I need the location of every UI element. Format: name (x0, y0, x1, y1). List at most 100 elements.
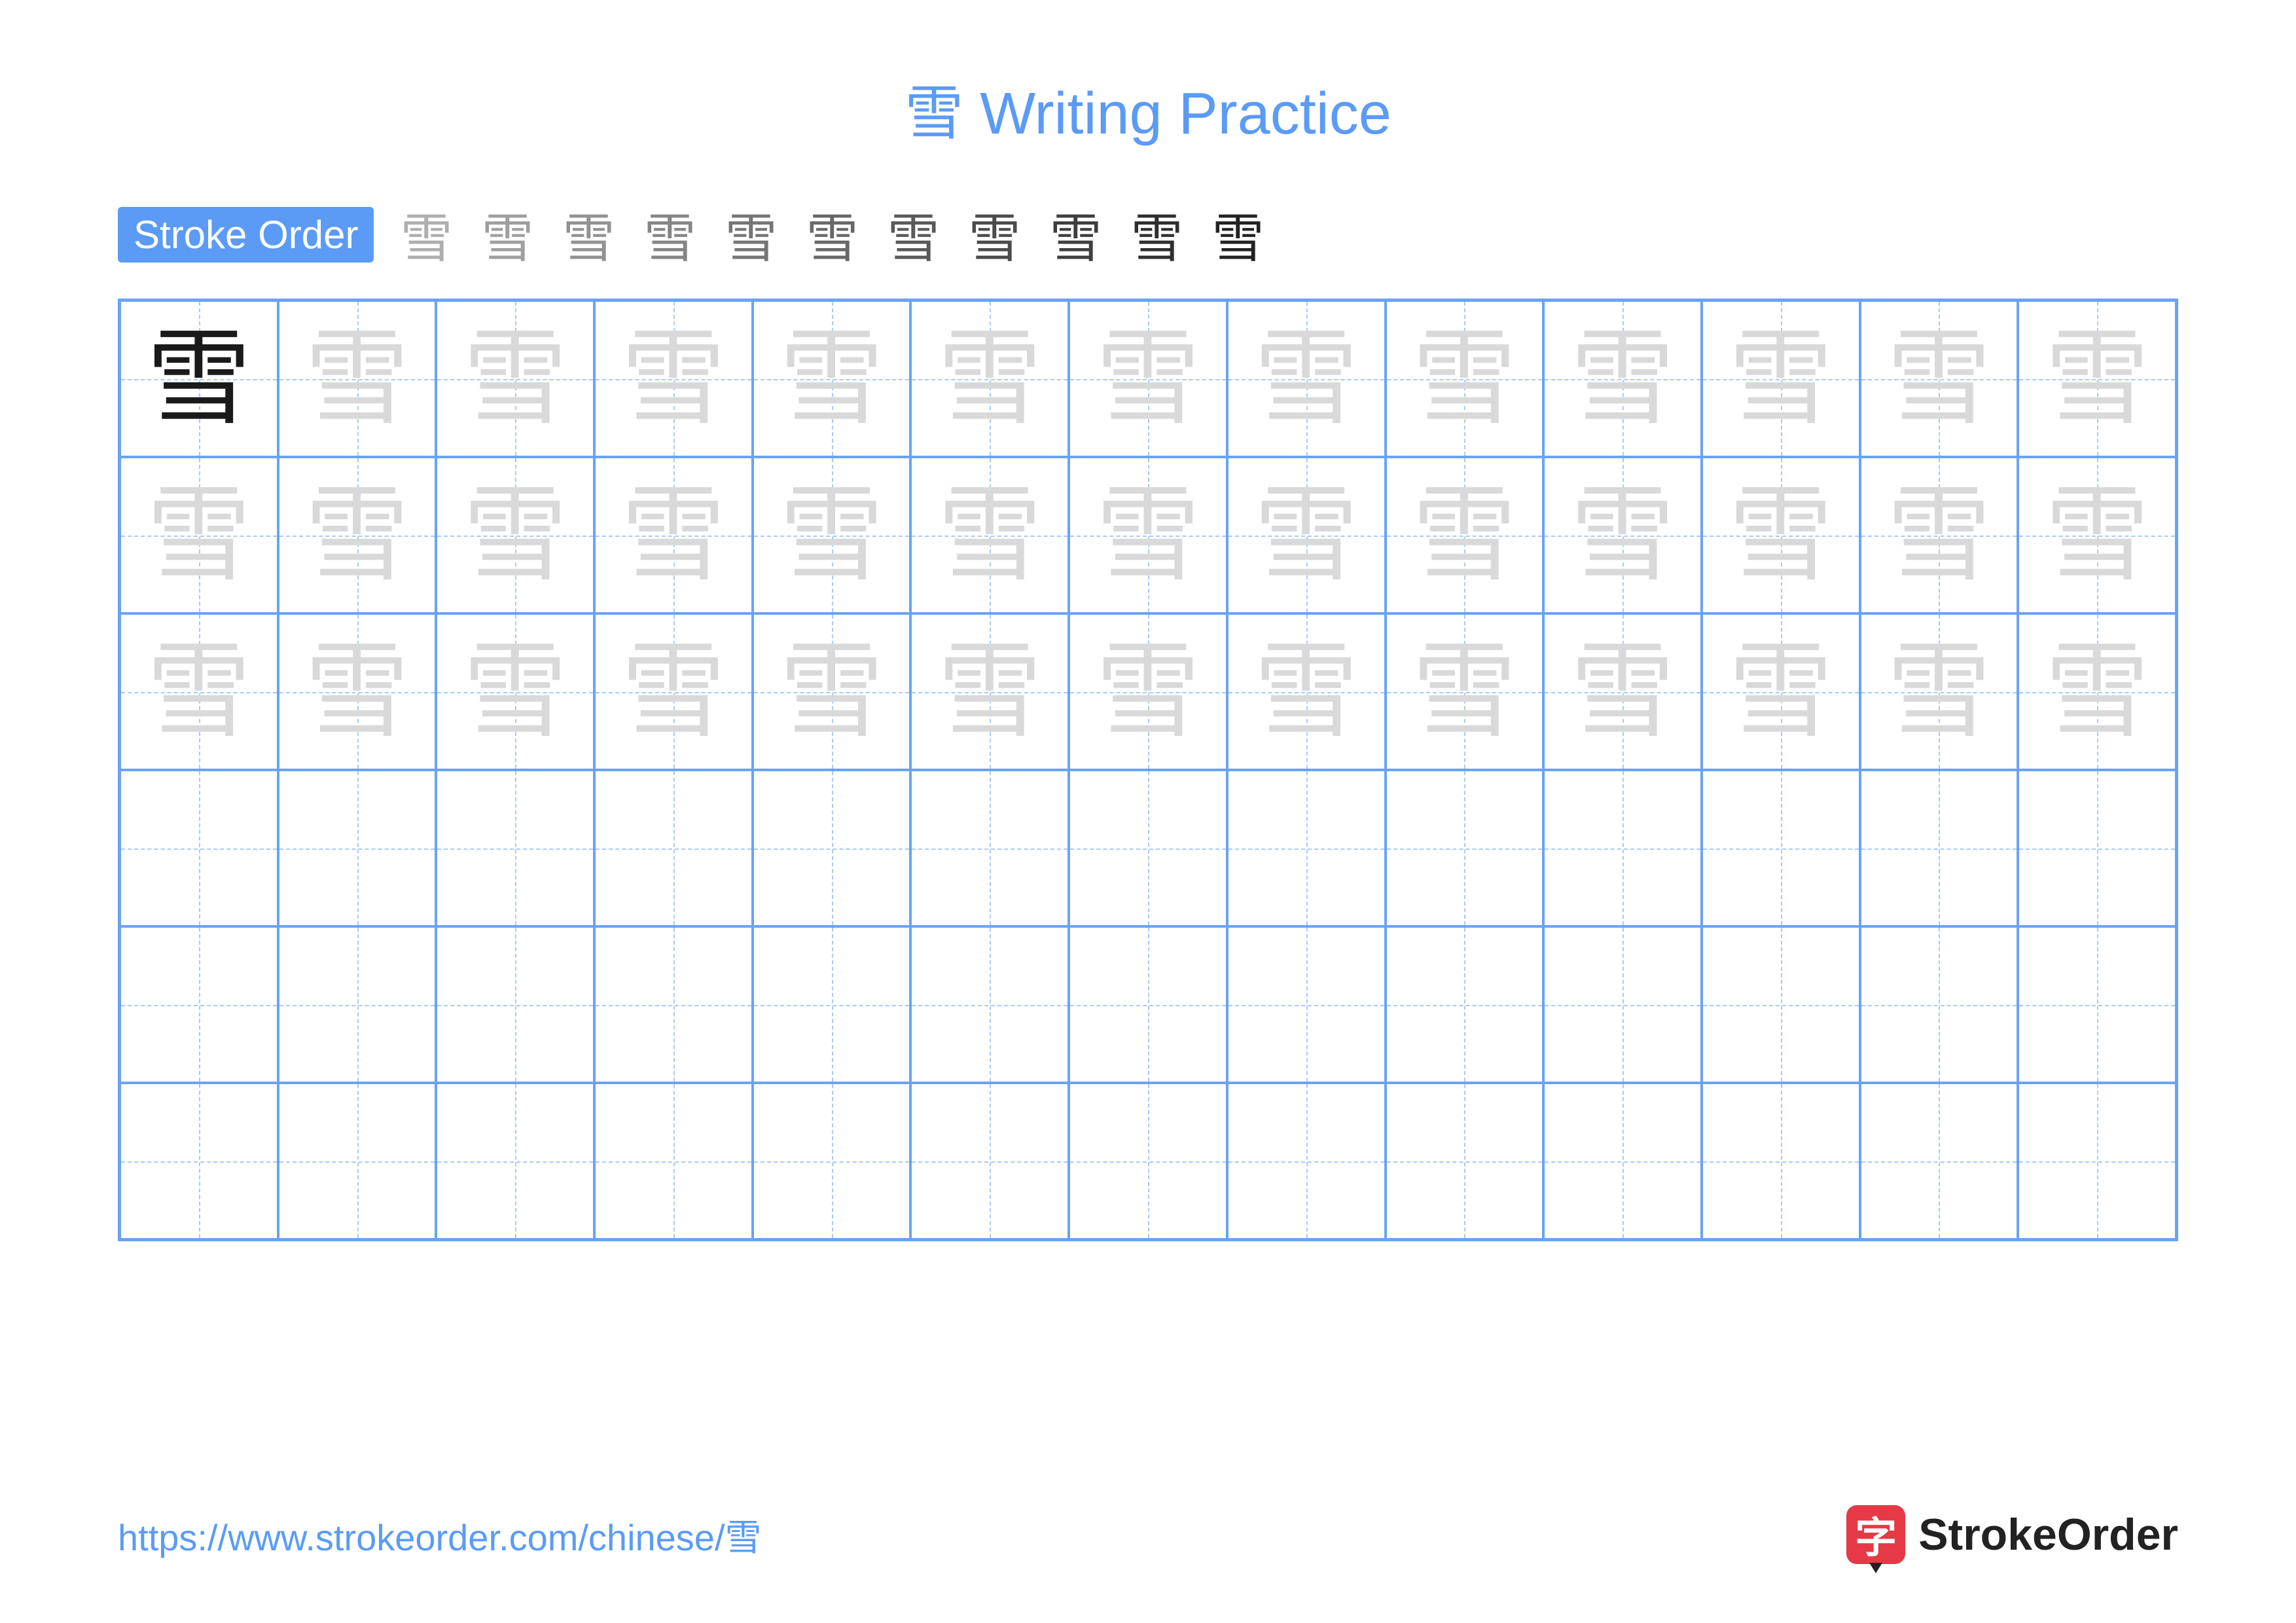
trace-character: 雪 (780, 483, 884, 588)
trace-character: 雪 (305, 640, 410, 744)
grid-cell (1227, 1083, 1386, 1239)
grid-cell (120, 770, 278, 926)
grid-cell: 雪 (1069, 301, 1227, 457)
grid-cell (753, 770, 911, 926)
grid-cell (2018, 1083, 2176, 1239)
grid-cell: 雪 (1702, 301, 1860, 457)
grid-cell: 雪 (120, 301, 278, 457)
grid-cell (120, 926, 278, 1083)
stroke-step: 雪 (725, 196, 777, 272)
grid-cell (753, 1083, 911, 1239)
brand-text: StrokeOrder (1918, 1509, 2178, 1560)
grid-cell (278, 770, 437, 926)
trace-character: 雪 (937, 327, 1042, 431)
grid-cell: 雪 (2018, 613, 2176, 770)
trace-character: 雪 (1254, 327, 1359, 431)
trace-character: 雪 (780, 640, 884, 744)
grid-cell (1860, 770, 2018, 926)
stroke-step: 雪 (1211, 196, 1264, 272)
grid-cell: 雪 (594, 457, 753, 613)
grid-cell (910, 926, 1069, 1083)
trace-character: 雪 (463, 483, 567, 588)
grid-cell (1227, 770, 1386, 926)
stroke-step: 雪 (400, 196, 452, 272)
trace-character: 雪 (1412, 640, 1516, 744)
trace-character: 雪 (1254, 483, 1359, 588)
grid-cell: 雪 (594, 301, 753, 457)
grid-cell: 雪 (1069, 457, 1227, 613)
trace-character: 雪 (621, 327, 726, 431)
trace-character: 雪 (463, 640, 567, 744)
stroke-order-label: Stroke Order (118, 207, 374, 263)
grid-cell (753, 926, 911, 1083)
trace-character: 雪 (2045, 327, 2149, 431)
grid-cell (1227, 926, 1386, 1083)
trace-character: 雪 (1886, 327, 1991, 431)
grid-cell: 雪 (436, 613, 594, 770)
grid-cell (1543, 1083, 1702, 1239)
grid-cell: 雪 (1543, 613, 1702, 770)
trace-character: 雪 (621, 640, 726, 744)
grid-cell (1069, 1083, 1227, 1239)
grid-cell (2018, 926, 2176, 1083)
grid-cell: 雪 (753, 301, 911, 457)
grid-cell: 雪 (1702, 613, 1860, 770)
grid-cell: 雪 (2018, 301, 2176, 457)
page-footer: https://www.strokeorder.com/chinese/雪 字 … (118, 1505, 2178, 1564)
grid-cell (436, 926, 594, 1083)
grid-cell: 雪 (1386, 301, 1544, 457)
grid-cell: 雪 (1543, 301, 1702, 457)
grid-cell (278, 1083, 437, 1239)
trace-character: 雪 (1570, 327, 1675, 431)
trace-character: 雪 (1886, 483, 1991, 588)
trace-character: 雪 (147, 640, 251, 744)
grid-cell: 雪 (1860, 613, 2018, 770)
grid-cell: 雪 (1860, 457, 2018, 613)
practice-grid: 雪雪雪雪雪雪雪雪雪雪雪雪雪雪雪雪雪雪雪雪雪雪雪雪雪雪雪雪雪雪雪雪雪雪雪雪雪雪雪 (118, 299, 2178, 1241)
grid-cell (1543, 770, 1702, 926)
trace-character: 雪 (1254, 640, 1359, 744)
grid-cell (594, 1083, 753, 1239)
grid-cell: 雪 (436, 301, 594, 457)
grid-cell (1860, 926, 2018, 1083)
grid-cell (1386, 926, 1544, 1083)
grid-cell: 雪 (1069, 613, 1227, 770)
grid-cell: 雪 (1386, 457, 1544, 613)
grid-cell (1702, 1083, 1860, 1239)
grid-cell: 雪 (278, 301, 437, 457)
trace-character: 雪 (1570, 483, 1675, 588)
trace-character: 雪 (621, 483, 726, 588)
trace-character: 雪 (1729, 640, 1833, 744)
trace-character: 雪 (780, 327, 884, 431)
grid-cell: 雪 (2018, 457, 2176, 613)
grid-cell (1386, 1083, 1544, 1239)
trace-character: 雪 (305, 483, 410, 588)
grid-cell (594, 770, 753, 926)
stroke-order-steps: 雪雪雪雪雪雪雪雪雪雪雪 (400, 196, 1264, 272)
source-url: https://www.strokeorder.com/chinese/雪 (118, 1508, 762, 1561)
trace-character: 雪 (937, 483, 1042, 588)
trace-character: 雪 (1570, 640, 1675, 744)
stroke-order-row: Stroke Order 雪雪雪雪雪雪雪雪雪雪雪 (118, 196, 2178, 272)
trace-character: 雪 (1886, 640, 1991, 744)
grid-cell: 雪 (120, 613, 278, 770)
grid-cell: 雪 (753, 613, 911, 770)
grid-cell (594, 926, 753, 1083)
brand-icon: 字 (1846, 1505, 1905, 1564)
stroke-step: 雪 (562, 196, 615, 272)
grid-cell: 雪 (1543, 457, 1702, 613)
grid-cell (120, 1083, 278, 1239)
trace-character: 雪 (1096, 640, 1200, 744)
stroke-step: 雪 (643, 196, 696, 272)
trace-character: 雪 (2045, 640, 2149, 744)
grid-cell (1702, 926, 1860, 1083)
grid-cell (1860, 1083, 2018, 1239)
trace-character: 雪 (463, 327, 567, 431)
grid-cell (910, 770, 1069, 926)
grid-cell: 雪 (1227, 457, 1386, 613)
grid-cell: 雪 (753, 457, 911, 613)
grid-cell: 雪 (1386, 613, 1544, 770)
grid-cell (1386, 770, 1544, 926)
trace-character: 雪 (937, 640, 1042, 744)
grid-cell (1702, 770, 1860, 926)
